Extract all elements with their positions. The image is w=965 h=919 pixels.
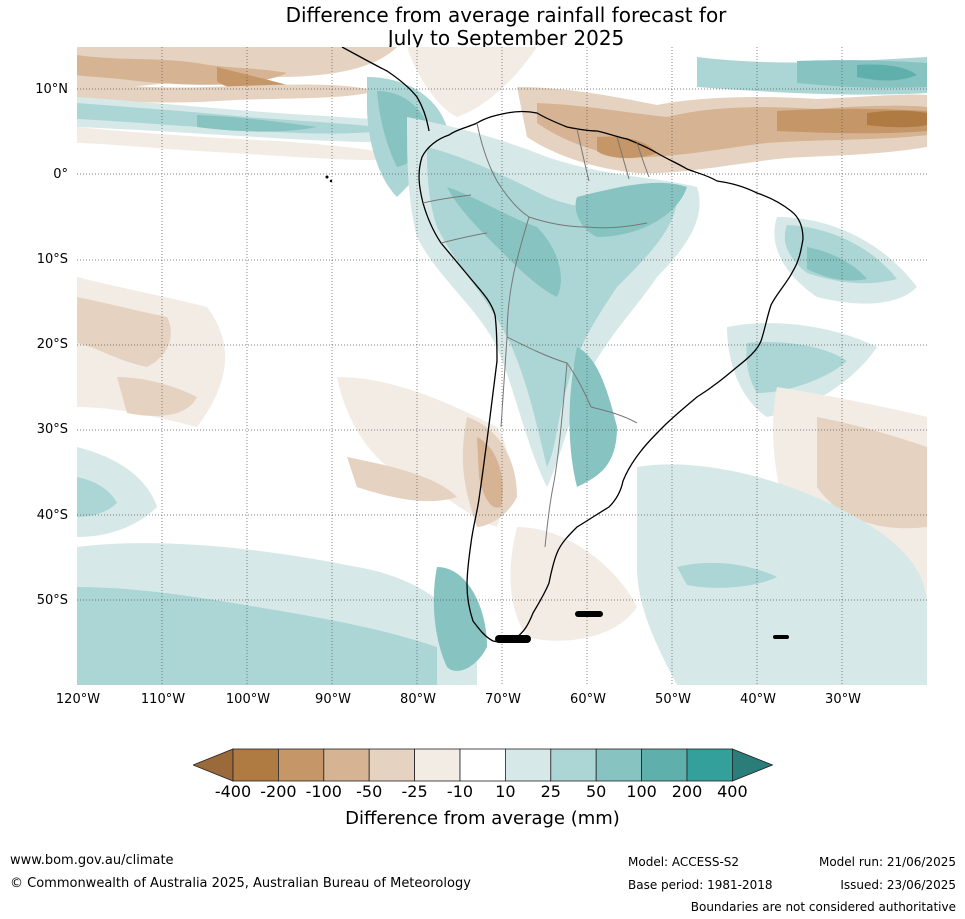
lon-label-50w: 50°W [655,692,691,707]
colorbar-tick-label: -200 [260,782,297,801]
colorbar-swatch [686,748,733,782]
lon-label-80w: 80°W [400,692,436,707]
graticule [77,47,927,685]
rainfall-anomaly-map [77,47,927,685]
lat-label-30s: 30°S [36,422,68,437]
colorbar-swatch [232,748,279,782]
website-link[interactable]: www.bom.gov.au/climate [10,853,174,868]
copyright-text: © Commonwealth of Australia 2025, Austra… [10,876,471,891]
colorbar-over-arrow [732,748,774,782]
lat-label-10s: 10°S [36,252,68,267]
colorbar [191,748,774,786]
issued-text: Issued: 23/06/2025 [840,878,956,892]
lon-label-70w: 70°W [485,692,521,707]
colorbar-swatch [368,748,415,782]
colorbar-under-arrow [191,748,234,782]
islands [325,175,789,643]
colorbar-tick-label: -100 [305,782,342,801]
colorbar-swatch [414,748,461,782]
lat-label-50s: 50°S [36,593,68,608]
colorbar-swatches [191,748,774,782]
lon-label-120w: 120°W [55,692,101,707]
disclaimer-text: Boundaries are not considered authoritat… [690,900,956,914]
lon-label-30w: 30°W [825,692,861,707]
lon-label-40w: 40°W [740,692,776,707]
colorbar-swatch [504,748,552,782]
colorbar-tick-label: 50 [586,782,607,801]
colorbar-tick-label: -50 [356,782,383,801]
coastline [341,47,804,643]
colorbar-tick-label: 100 [626,782,657,801]
colorbar-swatch [641,748,688,782]
dry-anomaly-north [77,47,927,174]
colorbar-tick-label: -10 [446,782,474,801]
lon-label-60w: 60°W [570,692,606,707]
lat-label-0: 0° [53,167,68,182]
colorbar-tick-label: 400 [717,782,748,801]
colorbar-tick-label: -400 [214,782,252,801]
lon-label-90w: 90°W [315,692,351,707]
colorbar-swatch [595,748,643,782]
lat-label-40s: 40°S [36,508,68,523]
model-run-text: Model run: 21/06/2025 [818,855,956,869]
colorbar-tick-label: 10 [495,782,516,801]
lat-label-10n: 10°N [35,82,68,97]
wet-anomaly-itcz [77,57,927,197]
colorbar-swatch [278,748,325,782]
colorbar-label: Difference from average (mm) [345,808,620,829]
base-period-text: Base period: 1981-2018 [628,878,773,892]
map-title: Difference from average rainfall forecas… [0,4,965,50]
title-line-1: Difference from average rainfall forecas… [285,3,727,27]
lon-label-110w: 110°W [140,692,186,707]
wet-anomaly-south [77,447,927,685]
country-borders [422,122,650,548]
model-text: Model: ACCESS-S2 [628,855,740,869]
colorbar-swatch [550,748,597,782]
lon-label-100w: 100°W [225,692,271,707]
colorbar-swatch [323,748,370,782]
colorbar-tick-label: -25 [401,782,428,801]
colorbar-tick-label: 200 [671,782,703,801]
lat-label-20s: 20°S [36,337,68,352]
map-canvas [77,47,927,685]
colorbar-tick-label: 25 [540,782,561,801]
colorbar-swatch [459,748,506,782]
title-line-2: July to September 2025 [387,26,625,50]
